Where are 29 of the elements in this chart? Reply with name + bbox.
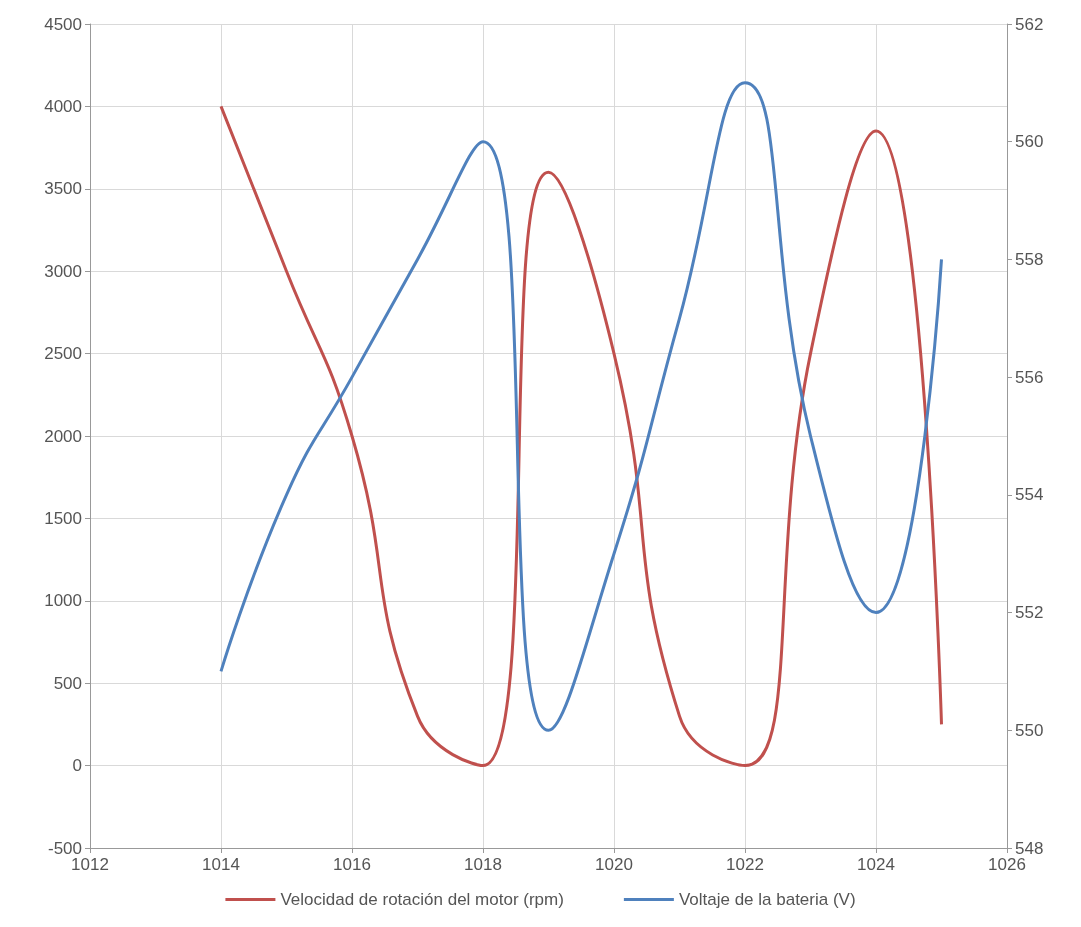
- x-tick-label: 1024: [857, 855, 895, 874]
- y-tick-label: 4000: [44, 96, 82, 116]
- y-tick-label: 0: [72, 756, 82, 776]
- y-tick-label: 1500: [44, 508, 82, 528]
- y-tick-label: 3500: [44, 179, 82, 199]
- y2-tick-label: 556: [1015, 367, 1044, 387]
- y-tick-label: 500: [53, 673, 82, 693]
- y2-tick-label: 550: [1015, 720, 1044, 740]
- x-tick-label: 1022: [726, 855, 764, 874]
- y-tick-label: 1000: [44, 591, 82, 611]
- x-tick-label: 1014: [202, 855, 240, 874]
- y2-tick-label: 562: [1015, 14, 1044, 34]
- y-tick-label: 4500: [44, 14, 82, 34]
- legend-label: Velocidad de rotación del motor (rpm): [280, 890, 564, 909]
- legend-label: Voltaje de la bateria (V): [678, 890, 856, 909]
- y-tick-label: 2000: [44, 426, 82, 446]
- x-tick-label: 1020: [595, 855, 633, 874]
- x-tick-label: 1016: [333, 855, 371, 874]
- x-tick-label: 1018: [464, 855, 502, 874]
- y2-tick-label: 554: [1015, 485, 1044, 505]
- y2-tick-label: 560: [1015, 132, 1044, 152]
- y2-tick-label: 552: [1015, 603, 1044, 623]
- y-tick-label: -500: [47, 838, 82, 858]
- y-tick-label: 2500: [44, 344, 82, 364]
- x-tick-label: 1026: [988, 855, 1026, 874]
- x-tick-label: 1012: [71, 855, 109, 874]
- y2-tick-label: 548: [1015, 838, 1044, 858]
- y2-tick-label: 558: [1015, 249, 1044, 269]
- y-tick-label: 3000: [44, 261, 82, 281]
